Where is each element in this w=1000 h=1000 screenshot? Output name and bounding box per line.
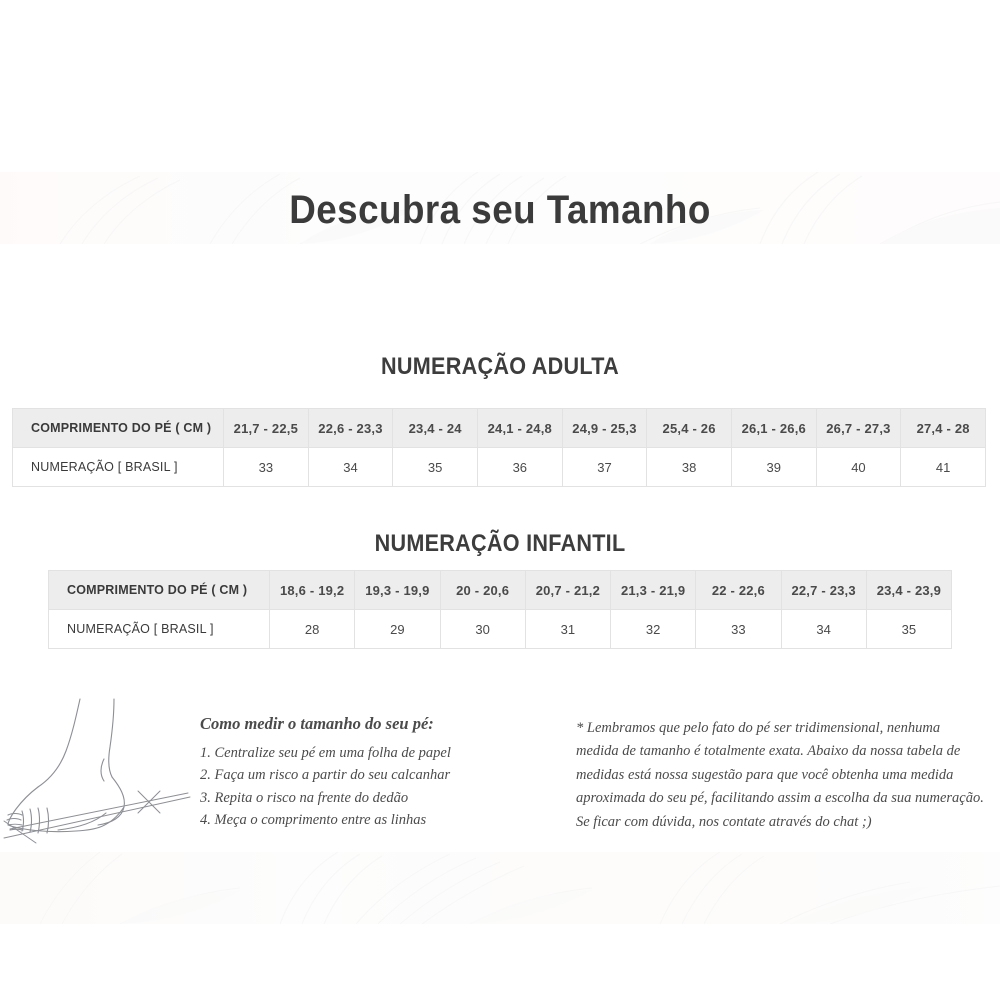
size-table-adult: COMPRIMENTO DO PÉ ( CM ) 21,7 - 22,5 22,… xyxy=(12,408,986,487)
cell-length: 24,1 - 24,8 xyxy=(476,408,563,448)
cell-length: 27,4 - 28 xyxy=(900,408,986,448)
cell-size: 40 xyxy=(815,447,902,487)
row-label-length: COMPRIMENTO DO PÉ ( CM ) xyxy=(48,570,270,610)
cell-length: 18,6 - 19,2 xyxy=(268,570,356,610)
cell-length: 22 - 22,6 xyxy=(695,570,782,610)
size-table-infant: COMPRIMENTO DO PÉ ( CM ) 18,6 - 19,2 19,… xyxy=(48,570,953,649)
how-to-step: 2. Faça um risco a partir do seu calcanh… xyxy=(200,767,451,784)
row-label-size: NUMERAÇÃO [ BRASIL ] xyxy=(12,447,224,487)
cell-length: 22,7 - 23,3 xyxy=(780,570,867,610)
cell-size: 29 xyxy=(354,609,441,649)
disclaimer-note: * Lembramos que pelo fato do pé ser trid… xyxy=(576,720,984,830)
foot-illustration xyxy=(2,697,192,847)
cell-size: 30 xyxy=(439,609,526,649)
cell-size: 35 xyxy=(392,447,478,487)
cell-size: 39 xyxy=(730,447,817,487)
cell-length: 23,4 - 24 xyxy=(392,408,478,448)
watermark-band-bottom xyxy=(0,851,1000,925)
cell-length: 19,3 - 19,9 xyxy=(354,570,441,610)
page-title: Descubra seu Tamanho xyxy=(289,188,711,232)
cell-length: 21,3 - 21,9 xyxy=(609,570,697,610)
table-row: NUMERAÇÃO [ BRASIL ] 33 34 35 36 37 38 3… xyxy=(12,447,986,487)
how-to-measure-title: Como medir o tamanho do seu pé: xyxy=(200,714,434,733)
row-label-length: COMPRIMENTO DO PÉ ( CM ) xyxy=(12,408,224,448)
cell-length: 23,4 - 23,9 xyxy=(865,570,953,610)
cell-length: 20,7 - 21,2 xyxy=(524,570,612,610)
cell-length: 21,7 - 22,5 xyxy=(223,408,309,448)
cell-size: 35 xyxy=(865,609,953,649)
cell-size: 32 xyxy=(609,609,697,649)
how-to-step: 4. Meça o comprimento entre as linhas xyxy=(200,812,427,829)
cell-size: 37 xyxy=(561,447,648,487)
row-label-size: NUMERAÇÃO [ BRASIL ] xyxy=(48,609,270,649)
cell-length: 25,4 - 26 xyxy=(646,408,732,448)
cell-length: 26,7 - 27,3 xyxy=(815,408,902,448)
cell-size: 33 xyxy=(695,609,782,649)
cell-length: 24,9 - 25,3 xyxy=(561,408,648,448)
how-to-measure-block: Como medir o tamanho do seu pé: 1. Centr… xyxy=(200,714,530,832)
how-to-step: 1. Centralize seu pé em uma folha de pap… xyxy=(200,745,451,761)
table-row: COMPRIMENTO DO PÉ ( CM ) 21,7 - 22,5 22,… xyxy=(12,408,986,448)
cell-length: 22,6 - 23,3 xyxy=(307,408,394,448)
cell-size: 31 xyxy=(524,609,612,649)
section-title-adult: NUMERAÇÃO ADULTA xyxy=(381,353,619,380)
table-row: NUMERAÇÃO [ BRASIL ] 28 29 30 31 32 33 3… xyxy=(48,609,953,649)
cell-size: 34 xyxy=(307,447,394,487)
cell-size: 28 xyxy=(268,609,356,649)
cell-size: 33 xyxy=(223,447,309,487)
cell-size: 41 xyxy=(900,447,986,487)
how-to-step: 3. Repita o risco na frente do dedão xyxy=(200,789,409,806)
section-title-infant: NUMERAÇÃO INFANTIL xyxy=(374,530,626,557)
cell-length: 26,1 - 26,6 xyxy=(730,408,817,448)
table-row: COMPRIMENTO DO PÉ ( CM ) 18,6 - 19,2 19,… xyxy=(48,570,953,610)
cell-length: 20 - 20,6 xyxy=(439,570,526,610)
cell-size: 36 xyxy=(476,447,563,487)
cell-size: 38 xyxy=(646,447,732,487)
cell-size: 34 xyxy=(780,609,867,649)
